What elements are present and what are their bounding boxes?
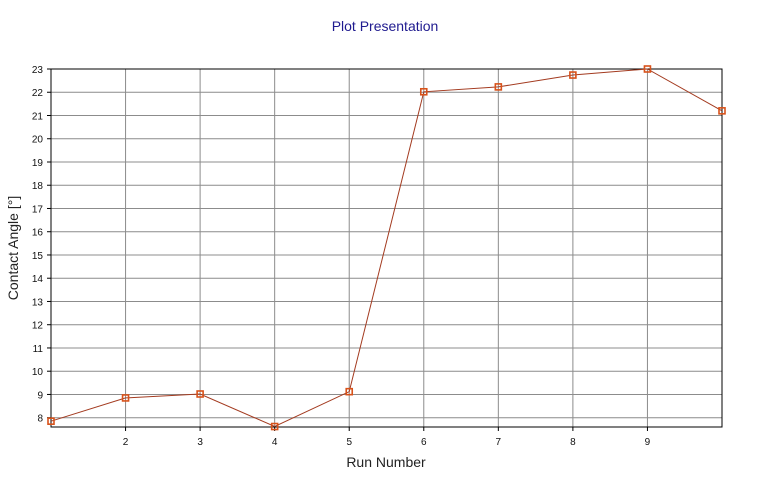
grid — [51, 68, 722, 427]
data-point — [569, 71, 577, 79]
data-point — [47, 417, 55, 425]
data-point — [494, 83, 503, 91]
y-tick-label: 21 — [32, 111, 44, 122]
y-tick-label: 10 — [32, 367, 44, 378]
data-point — [345, 387, 354, 396]
data-point — [270, 422, 279, 431]
y-tick-label: 15 — [32, 251, 44, 262]
y-tick-label: 13 — [32, 297, 44, 308]
y-tick-label: 20 — [32, 135, 44, 146]
y-axis-label: Contact Angle [°] — [5, 196, 21, 300]
series — [47, 65, 726, 431]
data-point — [419, 87, 428, 96]
x-tick-label: 2 — [123, 437, 129, 448]
y-tick-label: 22 — [32, 88, 44, 99]
y-tick-label: 14 — [32, 274, 44, 285]
y-tick-label: 12 — [32, 321, 44, 332]
y-tick-label: 19 — [32, 158, 44, 169]
x-tick-label: 7 — [496, 437, 502, 448]
plot-frame — [50, 68, 723, 428]
series-line — [50, 68, 723, 428]
y-tick-label: 9 — [37, 390, 43, 401]
x-tick-label: 5 — [346, 437, 352, 448]
data-point — [718, 107, 726, 115]
y-tick-label: 16 — [32, 228, 44, 239]
y-tick-label: 17 — [32, 204, 44, 215]
y-tick-label: 23 — [32, 65, 44, 76]
data-point — [121, 394, 130, 402]
chart-title: Plot Presentation — [332, 18, 439, 34]
x-axis-label: Run Number — [346, 454, 426, 470]
x-tick-label: 4 — [272, 437, 278, 448]
x-tick-label: 9 — [645, 437, 651, 448]
y-tick-label: 18 — [32, 181, 44, 192]
y-tick-label: 8 — [37, 414, 43, 425]
x-tick-label: 6 — [421, 437, 427, 448]
x-tick-label: 8 — [570, 437, 576, 448]
data-point — [643, 65, 652, 73]
x-tick-label: 3 — [197, 437, 203, 448]
y-tick-label: 11 — [33, 344, 44, 355]
data-point — [196, 390, 204, 398]
